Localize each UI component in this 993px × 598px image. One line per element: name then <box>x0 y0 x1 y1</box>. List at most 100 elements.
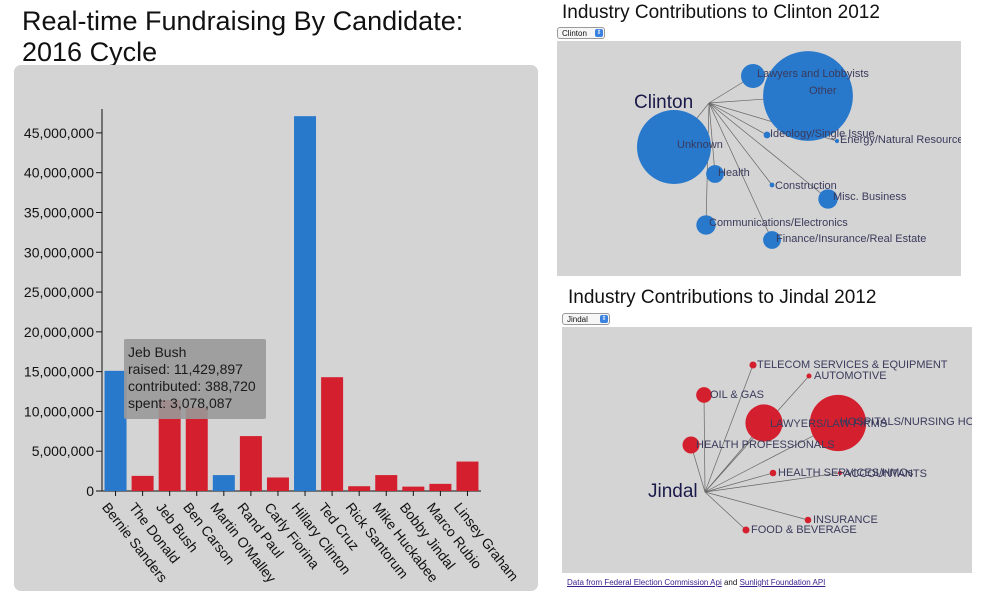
industry-label: Misc. Business <box>833 191 907 203</box>
network-edge <box>708 102 773 186</box>
industry-label: Ideology/Single Issue <box>770 128 875 140</box>
industry-label: Health <box>718 167 750 179</box>
clinton-chart-title: Industry Contributions to Clinton 2012 <box>562 2 880 23</box>
industry-node <box>696 387 712 403</box>
industry-label: Other <box>809 85 837 97</box>
industry-label: HEALTH PROFESSIONALS <box>696 439 835 451</box>
industry-node <box>696 215 716 235</box>
fec-api-link[interactable]: Data from Federal Election Commission Ap… <box>567 578 722 587</box>
tooltip-line: spent: 3,078,087 <box>128 395 233 411</box>
y-tick-label: 40,000,000 <box>24 165 94 181</box>
jindal-select-value: Jindal <box>567 315 588 324</box>
page-title-line2: 2016 Cycle <box>22 37 158 67</box>
bar <box>402 486 425 491</box>
clinton-network-panel: Lawyers and Lobbyists Other Ideology/Singl… <box>557 41 961 276</box>
bar <box>185 407 208 491</box>
industry-node <box>706 165 724 183</box>
industry-node <box>804 516 812 524</box>
bar <box>131 475 154 491</box>
tooltip-line: raised: 11,429,897 <box>128 361 243 377</box>
tooltip-line: contributed: 388,720 <box>128 378 256 394</box>
candidate-center-label: Jindal <box>648 481 698 502</box>
network-edges <box>673 75 838 241</box>
network-edge <box>704 472 774 493</box>
page-title-line1: Real-time Fundraising By Candidate: <box>22 6 464 36</box>
industry-label: Unknown <box>677 139 723 151</box>
industry-label: Lawyers and Lobbyists <box>757 68 869 80</box>
industry-label: Construction <box>775 180 837 192</box>
clinton-select-value: Clinton <box>562 29 587 38</box>
industry-node <box>749 361 757 369</box>
industry-node <box>763 231 781 249</box>
bar <box>456 461 479 491</box>
industry-label: AUTOMOTIVE <box>814 370 887 382</box>
industry-label: LAWYERS/LAW FIRMS <box>770 418 887 430</box>
industry-label: INSURANCE <box>813 514 878 526</box>
network-edge <box>705 102 710 226</box>
page-title: Real-time Fundraising By Candidate: 2016… <box>22 6 463 68</box>
jindal-chart-title: Industry Contributions to Jindal 2012 <box>568 287 877 308</box>
data-source-footer: Data from Federal Election Commission Ap… <box>567 578 825 587</box>
sunlight-api-link[interactable]: Sunlight Foundation API <box>739 578 826 587</box>
footer-and-text: and <box>723 578 738 587</box>
industry-label: OIL & GAS <box>710 389 764 401</box>
industry-node <box>837 470 843 476</box>
bar-chart-panel: 0 5,000,000 10,000,000 15,000,000 20,000,000… <box>14 65 538 591</box>
industry-node <box>637 110 711 184</box>
candidate-center-label: Clinton <box>634 92 693 113</box>
y-tick-label: 0 <box>86 483 94 499</box>
industry-label: Energy/Natural Resource <box>840 134 961 146</box>
jindal-network-panel: TELECOM SERVICES & EQUIPMENT AUTOMOTIVE OI… <box>562 327 972 573</box>
network-edge <box>708 102 773 241</box>
bar <box>158 400 181 491</box>
y-tick-label: 35,000,000 <box>24 204 94 220</box>
industry-label: ACCOUNTANTS <box>844 468 927 480</box>
industry-node <box>818 189 838 209</box>
industry-label: TELECOM SERVICES & EQUIPMENT <box>757 359 948 371</box>
y-tick-label: 25,000,000 <box>24 284 94 300</box>
y-tick-label: 30,000,000 <box>24 244 94 260</box>
tooltip-line: Jeb Bush <box>128 344 186 360</box>
industry-label: Communications/Electronics <box>709 217 848 229</box>
industry-label: HEALTH SERVICES/HMOs <box>778 467 914 479</box>
clinton-candidate-select[interactable]: Clinton ⇕ <box>557 27 605 39</box>
industry-node <box>742 526 750 534</box>
network-edge <box>704 491 747 531</box>
bar <box>239 436 262 491</box>
network-edge <box>704 364 754 493</box>
y-tick-label: 5,000,000 <box>32 443 94 459</box>
industry-node <box>806 373 812 379</box>
network-edge <box>708 102 716 175</box>
industry-label: Finance/Insurance/Real Estate <box>776 233 926 245</box>
bar <box>321 377 344 491</box>
bar <box>348 486 371 491</box>
industry-node <box>834 138 840 144</box>
y-tick-label: 20,000,000 <box>24 324 94 340</box>
select-arrows-icon: ⇕ <box>600 315 608 323</box>
industry-label: HOSPITALS/NURSING HOMES <box>840 416 972 428</box>
select-arrows-icon: ⇕ <box>595 29 603 37</box>
network-edge <box>708 102 829 200</box>
industry-node <box>682 436 700 454</box>
bar-chart: 0 5,000,000 10,000,000 15,000,000 20,000,000… <box>24 109 522 586</box>
y-tick-label: 45,000,000 <box>24 125 94 141</box>
industry-node <box>769 182 775 188</box>
industry-node <box>745 404 783 442</box>
network-edge <box>708 102 768 136</box>
y-tick-label: 15,000,000 <box>24 364 94 380</box>
y-tick-label: 10,000,000 <box>24 403 94 419</box>
clinton-network-chart: Lawyers and Lobbyists Other Ideology/Singl… <box>634 51 961 249</box>
jindal-candidate-select[interactable]: Jindal ⇕ <box>562 313 610 325</box>
network-edge <box>703 394 706 493</box>
bar <box>266 477 289 491</box>
bar <box>104 370 127 491</box>
industry-node <box>763 51 853 141</box>
industry-label: FOOD & BEVERAGE <box>751 524 857 536</box>
industry-node <box>741 64 765 88</box>
network-edge <box>704 472 841 493</box>
bar <box>294 116 317 491</box>
tooltip-box <box>124 339 266 419</box>
bar <box>375 475 398 491</box>
bar <box>212 475 235 491</box>
